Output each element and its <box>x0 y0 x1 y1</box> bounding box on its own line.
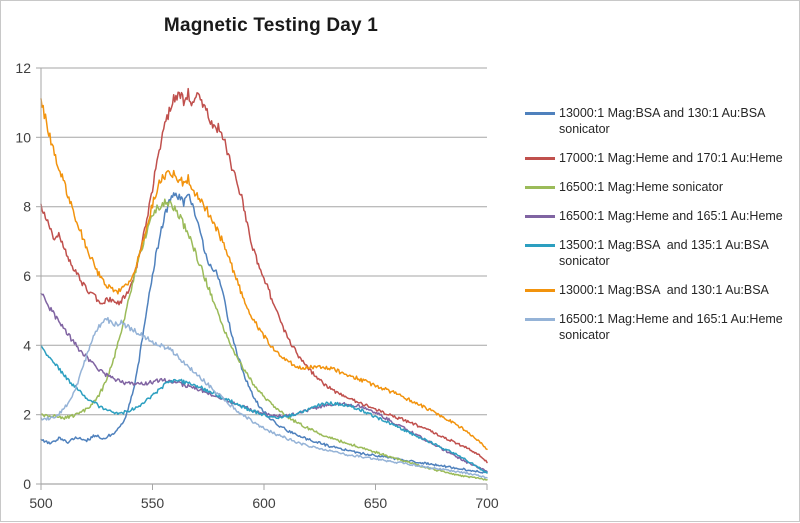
legend-color-swatch <box>525 289 555 292</box>
gridlines <box>41 67 487 485</box>
chart-title: Magnetic Testing Day 1 <box>163 15 379 36</box>
legend-color-swatch <box>525 157 555 160</box>
legend-item[interactable]: 13000:1 Mag:BSA and 130:1 Au:BSA <box>525 282 793 298</box>
y-tick-label: 2 <box>23 407 31 423</box>
legend-color-swatch <box>525 215 555 218</box>
legend-color-swatch <box>525 244 555 247</box>
series-line <box>40 97 488 451</box>
series-line <box>40 344 488 474</box>
legend-label: 13000:1 Mag:BSA and 130:1 Au:BSA sonicat… <box>559 106 769 136</box>
chart-legend: 13000:1 Mag:BSA and 130:1 Au:BSA sonicat… <box>525 105 793 356</box>
y-tick-label: 4 <box>23 337 31 353</box>
x-axis-tick-labels: 500 550 600 650 700 <box>29 495 499 511</box>
legend-item[interactable]: 13000:1 Mag:BSA and 130:1 Au:BSA sonicat… <box>525 105 793 137</box>
x-tick-label: 500 <box>29 495 53 511</box>
x-tick-label: 650 <box>364 495 388 511</box>
legend-label: 16500:1 Mag:Heme and 165:1 Au:Heme <box>559 209 783 223</box>
legend-item[interactable]: 16500:1 Mag:Heme and 165:1 Au:Heme sonic… <box>525 311 793 343</box>
legend-item[interactable]: 17000:1 Mag:Heme and 170:1 Au:Heme <box>525 150 793 166</box>
y-tick-label: 10 <box>15 129 31 145</box>
legend-item[interactable]: 16500:1 Mag:Heme sonicator <box>525 179 793 195</box>
axis-ticks <box>36 67 488 490</box>
y-tick-label: 12 <box>15 60 31 76</box>
y-tick-label: 0 <box>23 476 31 492</box>
x-tick-label: 550 <box>141 495 165 511</box>
series-line <box>40 316 488 479</box>
legend-label: 16500:1 Mag:Heme and 165:1 Au:Heme sonic… <box>559 312 787 342</box>
series-lines <box>40 87 488 481</box>
series-line <box>40 198 488 481</box>
legend-color-swatch <box>525 318 555 321</box>
y-axis-tick-labels: 0 2 4 6 8 10 12 <box>15 60 31 492</box>
legend-item[interactable]: 13500:1 Mag:BSA and 135:1 Au:BSA sonicat… <box>525 237 793 269</box>
legend-color-swatch <box>525 112 555 115</box>
legend-label: 16500:1 Mag:Heme sonicator <box>559 180 723 194</box>
y-tick-label: 6 <box>23 268 31 284</box>
y-tick-label: 8 <box>23 199 31 215</box>
series-line <box>40 87 488 464</box>
series-line <box>40 192 488 474</box>
legend-color-swatch <box>525 186 555 189</box>
legend-label: 13500:1 Mag:BSA and 135:1 Au:BSA sonicat… <box>559 238 772 268</box>
legend-label: 17000:1 Mag:Heme and 170:1 Au:Heme <box>559 151 783 165</box>
x-tick-label: 700 <box>475 495 499 511</box>
legend-label: 13000:1 Mag:BSA and 130:1 Au:BSA <box>559 283 769 297</box>
legend-item[interactable]: 16500:1 Mag:Heme and 165:1 Au:Heme <box>525 208 793 224</box>
x-tick-label: 600 <box>252 495 276 511</box>
